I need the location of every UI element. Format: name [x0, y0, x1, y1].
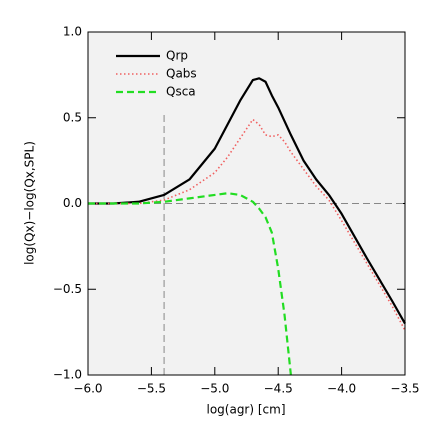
x-tick-label: −4.0 — [327, 382, 356, 396]
y-axis-label: log(Qx)−log(Qx,SPL) — [23, 141, 37, 265]
x-tick-label: −6.0 — [73, 382, 102, 396]
y-tick-label: −0.5 — [53, 282, 82, 296]
y-tick-label: 1.0 — [63, 25, 82, 39]
x-tick-label: −3.5 — [390, 382, 419, 396]
y-tick-label: 0.0 — [63, 196, 82, 210]
legend-label: Qrp — [166, 49, 188, 63]
y-tick-label: −1.0 — [53, 368, 82, 382]
x-tick-label: −5.0 — [200, 382, 229, 396]
data-line — [88, 192, 292, 376]
x-axis-label: log(agr) [cm] — [206, 403, 285, 417]
legend-label: Qabs — [166, 67, 197, 81]
plot-frame — [87, 31, 406, 376]
x-tick-label: −4.5 — [264, 382, 293, 396]
data-line — [88, 77, 406, 325]
legend-label: Qsca — [166, 85, 196, 99]
x-tick-label: −5.5 — [137, 382, 166, 396]
y-tick-label: 0.5 — [63, 110, 82, 124]
